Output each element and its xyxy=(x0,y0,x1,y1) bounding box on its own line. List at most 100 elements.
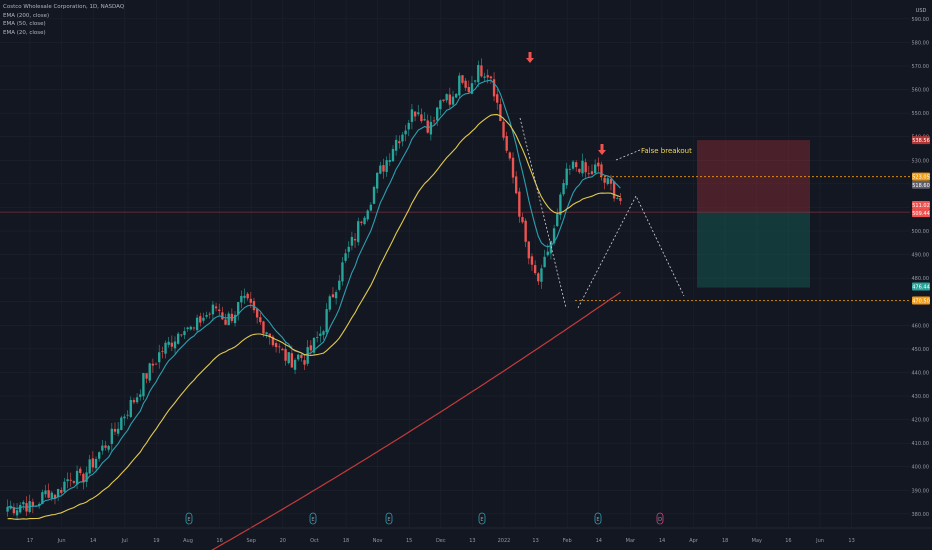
time-tick-label: Jul xyxy=(121,538,128,544)
candle-body xyxy=(568,168,572,170)
candle-body xyxy=(161,351,164,352)
price-tick-label: 480.00 xyxy=(912,276,930,282)
candle-body xyxy=(180,334,183,336)
candle-body xyxy=(467,87,470,93)
candle-body xyxy=(347,246,350,252)
candle-body xyxy=(502,121,505,138)
candle-body xyxy=(439,100,442,110)
candle-body xyxy=(227,313,230,326)
candle-body xyxy=(199,316,202,323)
candle-body xyxy=(41,492,44,505)
candle-body xyxy=(458,75,461,96)
candle-body xyxy=(66,479,69,482)
candle-body xyxy=(511,157,515,178)
candle-body xyxy=(353,239,357,241)
time-tick-label: 16 xyxy=(216,538,222,544)
candle-body xyxy=(410,109,414,122)
candle-body xyxy=(47,490,50,498)
candle-body xyxy=(116,428,120,434)
ema200-line xyxy=(211,291,621,550)
candle-body xyxy=(158,352,161,363)
event-marker-icon xyxy=(656,512,664,525)
event-marker-icon xyxy=(385,512,393,525)
legend-ema50[interactable]: EMA (50, close) xyxy=(3,21,46,27)
time-tick-label: 20 xyxy=(280,538,286,544)
candle-body xyxy=(300,354,303,358)
candle-body xyxy=(186,327,189,330)
candle-body xyxy=(496,94,499,103)
candle-body xyxy=(44,490,47,495)
candle-body xyxy=(537,273,540,282)
candle-body xyxy=(616,197,619,199)
time-tick-label: 19 xyxy=(153,538,159,544)
candle-body xyxy=(533,265,537,274)
candle-body xyxy=(22,502,25,505)
candle-body xyxy=(486,75,489,78)
event-marker-label: E xyxy=(387,517,390,523)
candle-body xyxy=(19,505,22,513)
candle-body xyxy=(603,177,606,183)
candle-body xyxy=(107,445,110,450)
time-tick-label: Sep xyxy=(246,538,255,544)
candle-body xyxy=(312,337,316,353)
time-tick-label: Apr xyxy=(689,538,699,544)
price-tag-label: 470.50 xyxy=(912,299,930,305)
candle-body xyxy=(609,179,613,184)
candle-body xyxy=(271,336,275,346)
price-tick-label: 570.00 xyxy=(912,64,930,70)
candle-body xyxy=(385,160,388,172)
candle-body xyxy=(619,198,622,201)
candle-body xyxy=(12,507,16,514)
candle-body xyxy=(309,345,313,351)
candle-body xyxy=(237,302,240,315)
candle-body xyxy=(72,481,76,483)
price-tick-label: 530.00 xyxy=(912,158,930,164)
candle-body xyxy=(167,341,170,345)
candle-body xyxy=(483,76,486,78)
candle-body xyxy=(297,354,300,360)
price-tick-label: 560.00 xyxy=(912,88,930,94)
candle-body xyxy=(436,107,439,121)
price-tick-label: 450.00 xyxy=(912,347,930,353)
time-tick-label: 13 xyxy=(532,538,538,544)
candle-body xyxy=(135,397,139,403)
time-tick-label: 14 xyxy=(90,538,96,544)
event-marker-label: D xyxy=(658,517,662,523)
price-tag xyxy=(912,282,930,291)
candle-body xyxy=(530,256,534,265)
candle-body xyxy=(315,337,319,338)
candle-body xyxy=(442,99,445,101)
time-tick-label: Jun xyxy=(57,538,66,544)
candle-body xyxy=(31,501,35,507)
event-marker-label: E xyxy=(596,517,599,523)
price-tag-label: 511.02 xyxy=(912,203,930,209)
candle-body xyxy=(565,168,568,186)
legend-ema200[interactable]: EMA (200, close) xyxy=(3,12,50,19)
candle-body xyxy=(334,292,338,299)
candle-body xyxy=(552,228,556,244)
legend-ema20[interactable]: EMA (20, close) xyxy=(3,29,46,36)
candle-body xyxy=(56,489,60,498)
candle-body xyxy=(477,65,480,83)
candle-body xyxy=(91,458,95,468)
candle-body xyxy=(350,236,354,246)
chart-legend: Costco Wholesale Corporation, 1D, NASDAQ… xyxy=(3,3,124,37)
candle-body xyxy=(322,331,325,335)
candle-body xyxy=(259,317,262,323)
candle-body xyxy=(391,148,395,162)
candle-body xyxy=(328,296,331,310)
candle-body xyxy=(69,479,72,481)
candle-body xyxy=(145,373,148,379)
candle-body xyxy=(420,114,423,122)
candle-body xyxy=(110,428,114,444)
candle-body xyxy=(426,120,429,133)
candle-body xyxy=(369,204,373,211)
candle-body xyxy=(218,309,221,311)
candle-body xyxy=(521,217,524,223)
candle-body xyxy=(394,139,398,151)
time-tick-label: Jun xyxy=(815,538,824,544)
candle-body xyxy=(571,161,575,169)
candle-body xyxy=(543,256,546,268)
